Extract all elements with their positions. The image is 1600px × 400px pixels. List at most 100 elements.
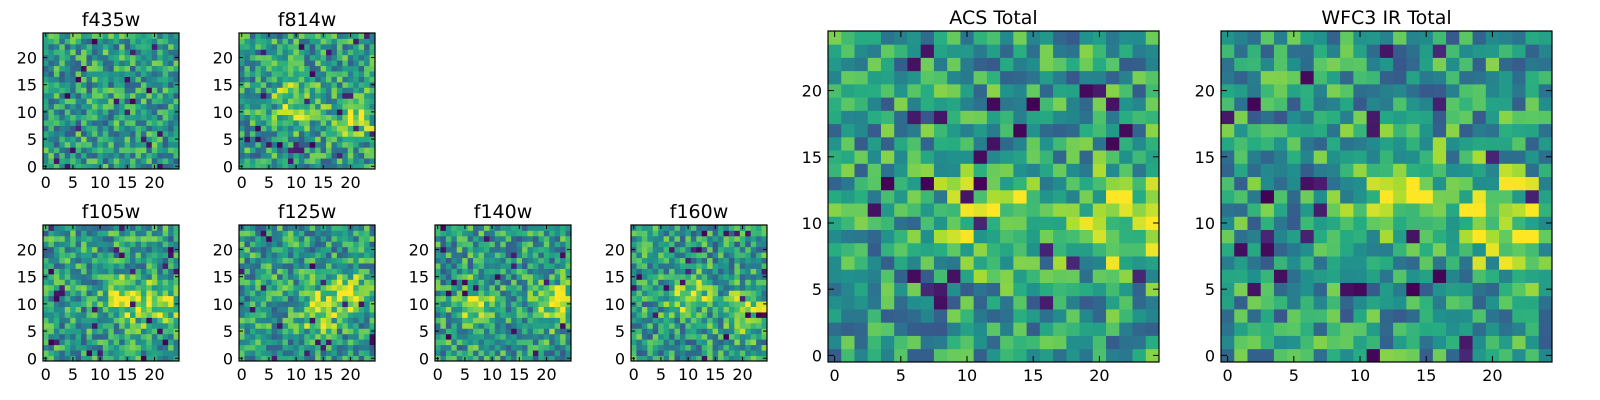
heatmap-cell <box>255 246 262 253</box>
heatmap-cell <box>315 49 321 56</box>
heatmap-cell <box>1132 44 1147 58</box>
heatmap-cell <box>920 335 935 350</box>
heatmap-cell <box>467 317 474 324</box>
heatmap-cell <box>1313 189 1328 204</box>
heatmap-cell <box>293 322 300 329</box>
heatmap-cell <box>287 257 294 264</box>
heatmap-cell <box>1459 216 1473 230</box>
heatmap-cell <box>108 290 115 297</box>
heatmap-cell <box>947 31 961 45</box>
heatmap-cell <box>451 344 458 351</box>
heatmap-cell <box>146 152 153 159</box>
heatmap-cell <box>130 273 136 280</box>
heatmap-cell <box>516 252 523 259</box>
heatmap-cell <box>282 163 289 170</box>
heatmap-cell <box>473 306 479 313</box>
heatmap-cell <box>119 76 125 83</box>
heatmap-cell <box>75 333 82 340</box>
heatmap-cell <box>1066 97 1080 111</box>
heatmap-cell <box>489 252 496 259</box>
heatmap-cell <box>364 279 370 286</box>
heatmap-cell <box>113 241 120 248</box>
heatmap-cell <box>130 317 136 324</box>
heatmap-cell <box>1499 203 1513 217</box>
heatmap-cell <box>342 273 349 280</box>
heatmap-cell <box>1525 242 1540 257</box>
heatmap-cell <box>1366 322 1381 336</box>
heatmap-cell <box>1260 348 1275 363</box>
heatmap-cell <box>854 335 869 350</box>
heatmap-cell <box>298 98 305 105</box>
heatmap-cell <box>108 109 115 115</box>
heatmap-cell <box>59 333 66 340</box>
heatmap-cell <box>304 109 311 115</box>
heatmap-cell <box>81 225 87 231</box>
heatmap-cell <box>336 279 343 286</box>
heatmap-cell <box>750 301 757 307</box>
heatmap-cell <box>70 339 77 346</box>
heatmap-cell <box>91 257 98 264</box>
heatmap-cell <box>1538 176 1553 191</box>
heatmap-cell <box>282 43 289 50</box>
heatmap-cell <box>1039 348 1054 363</box>
heatmap-cell <box>287 109 294 115</box>
heatmap-cell <box>1512 203 1526 217</box>
heatmap-cell <box>1419 309 1434 323</box>
heatmap-cell <box>500 344 507 351</box>
heatmap-cell <box>102 328 109 335</box>
heatmap-cell <box>64 120 71 126</box>
heatmap-cell <box>124 284 131 291</box>
heatmap-cell <box>244 312 251 318</box>
heatmap-cell <box>97 49 104 56</box>
heatmap-cell <box>478 241 485 248</box>
heatmap-cell <box>358 279 365 286</box>
heatmap-cell <box>304 49 311 56</box>
heatmap-cell <box>467 301 474 307</box>
heatmap-cell <box>162 60 169 67</box>
heatmap-cell <box>527 241 534 248</box>
heatmap-cell <box>342 81 349 88</box>
heatmap-cell <box>326 306 332 313</box>
heatmap-cell <box>75 130 82 137</box>
heatmap-cell <box>920 70 935 85</box>
heatmap-cell <box>1079 44 1094 58</box>
heatmap-cell <box>342 257 349 264</box>
heatmap-cell <box>1013 97 1027 111</box>
heatmap-cell <box>293 350 300 356</box>
heatmap-cell <box>91 230 98 237</box>
heatmap-cell <box>1092 242 1107 257</box>
heatmap-cell <box>140 317 147 324</box>
heatmap-cell <box>358 322 365 329</box>
heatmap-cell <box>1066 282 1080 297</box>
heatmap-cell <box>1234 269 1248 283</box>
heatmap-cell <box>102 246 109 253</box>
heatmap-cell <box>266 109 273 115</box>
heatmap-cell <box>119 109 125 115</box>
heatmap-cell <box>880 295 895 310</box>
heatmap-cell <box>249 109 256 115</box>
heatmap-cell <box>1525 189 1540 204</box>
heatmap-cell <box>933 216 948 230</box>
heatmap-cell <box>483 279 490 286</box>
heatmap-cell <box>140 279 147 286</box>
heatmap-cell <box>282 263 289 269</box>
heatmap-cell <box>456 252 463 259</box>
heatmap-cell <box>135 158 142 164</box>
heatmap-cell <box>157 38 164 45</box>
heatmap-cell <box>462 279 469 286</box>
heatmap-cell <box>933 57 948 72</box>
heatmap-cell <box>151 54 158 61</box>
heatmap-cell <box>549 230 556 237</box>
heatmap-cell <box>75 312 82 318</box>
heatmap-cell <box>1287 309 1301 323</box>
heatmap-cell <box>358 92 365 99</box>
heatmap-cell <box>1393 282 1407 297</box>
heatmap-cell <box>75 339 82 346</box>
heatmap-cell <box>277 230 283 237</box>
heatmap-cell <box>266 141 273 148</box>
heatmap-cell <box>266 350 273 356</box>
heatmap-cell <box>347 263 354 269</box>
heatmap-cell <box>674 328 681 335</box>
heatmap-cell <box>70 98 77 105</box>
heatmap-cell <box>102 333 109 340</box>
